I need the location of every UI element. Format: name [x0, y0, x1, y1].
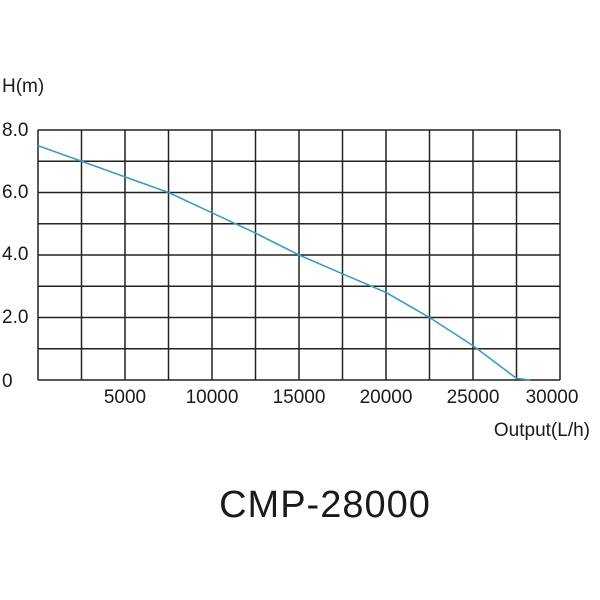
- x-tick-label: 5000: [103, 387, 147, 408]
- x-tick-label: 30000: [525, 387, 579, 408]
- y-tick-label: 0: [2, 371, 13, 392]
- x-tick-label: 15000: [272, 387, 326, 408]
- performance-curve: [37, 144, 531, 381]
- x-axis-title: Output(L/h): [493, 420, 590, 441]
- y-axis-title: H(m): [2, 76, 45, 97]
- x-tick-label: 25000: [446, 387, 500, 408]
- x-tick-label: 20000: [359, 387, 413, 408]
- x-tick-label: 10000: [185, 387, 239, 408]
- y-tick-label: 4.0: [2, 244, 29, 265]
- y-tick-label: 6.0: [2, 182, 29, 203]
- y-tick-label: 8.0: [2, 120, 29, 141]
- y-tick-label: 2.0: [2, 307, 29, 328]
- chart-title: CMP-28000: [219, 484, 431, 526]
